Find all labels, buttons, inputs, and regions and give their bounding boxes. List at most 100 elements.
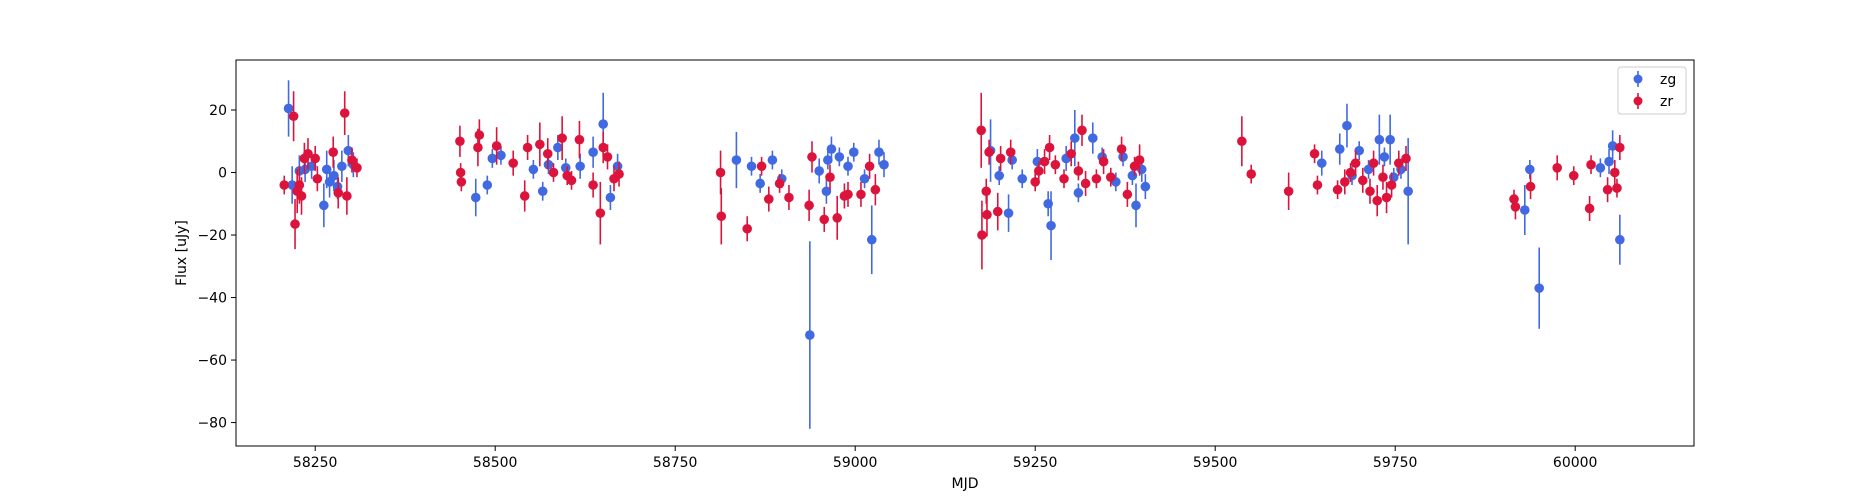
data-point-zg <box>1374 134 1385 145</box>
y-axis: −80 −60 −40 −20 0 20 <box>197 103 236 432</box>
data-point-zr <box>784 192 794 203</box>
data-point-zr <box>1034 166 1044 176</box>
y-tick-label: 0 <box>218 166 227 182</box>
data-point-zr <box>279 180 290 190</box>
data-point-zg <box>814 166 824 176</box>
data-point-zg <box>874 147 884 158</box>
data-point-zr <box>807 152 817 162</box>
data-point-zr <box>870 184 881 195</box>
data-point-zg <box>1131 200 1141 211</box>
data-point-zg <box>1088 133 1098 143</box>
data-point-zg <box>805 330 815 340</box>
data-point-zg <box>588 147 598 158</box>
data-point-zg <box>1607 141 1618 151</box>
data-point-zr <box>566 175 577 186</box>
data-point-zr <box>1077 125 1087 136</box>
data-point-zg <box>319 200 329 211</box>
data-point-zr <box>1509 194 1519 204</box>
data-point-zr <box>595 208 606 218</box>
x-tick-label: 59750 <box>1373 455 1418 471</box>
x-axis-label: MJD <box>952 476 979 492</box>
data-point-zr <box>756 161 767 172</box>
data-point-zr <box>602 152 613 162</box>
data-point-zg <box>537 186 548 197</box>
axes-frame <box>235 59 1695 447</box>
data-point-zg <box>1403 186 1413 197</box>
series-zr <box>279 91 1625 270</box>
data-point-zr <box>856 189 866 200</box>
x-tick-label: 58500 <box>473 455 518 471</box>
data-point-zg <box>823 155 833 165</box>
data-point-zr <box>1283 186 1294 197</box>
data-point-zr <box>1050 159 1061 170</box>
data-point-zr <box>1610 167 1620 178</box>
data-point-zg <box>746 161 757 172</box>
data-point-zr <box>982 209 992 220</box>
data-point-zr <box>290 219 300 229</box>
data-point-zr <box>825 172 835 183</box>
data-point-zr <box>1059 173 1069 184</box>
data-point-zg <box>821 186 832 197</box>
data-point-zg <box>605 192 616 203</box>
data-point-zr <box>294 180 305 190</box>
data-point-zr <box>1368 158 1379 168</box>
data-point-zg <box>1316 158 1327 168</box>
legend-marker-zr <box>1633 96 1643 106</box>
data-point-zr <box>1080 178 1091 189</box>
x-tick-label: 58750 <box>653 455 698 471</box>
data-point-zr <box>1039 156 1050 167</box>
data-point-zr <box>995 153 1006 164</box>
data-point-zg <box>528 164 539 175</box>
data-point-zr <box>548 167 559 178</box>
data-point-zr <box>1312 180 1323 190</box>
x-tick-label: 59000 <box>833 455 878 471</box>
data-point-zr <box>715 167 726 178</box>
data-point-zg <box>575 161 585 172</box>
y-axis-label: Flux [uJy] <box>174 220 190 286</box>
data-point-zg <box>553 142 563 153</box>
data-point-zr <box>1615 142 1625 153</box>
data-point-zr <box>764 194 774 204</box>
data-point-zg <box>834 152 845 162</box>
data-point-zg <box>1017 173 1028 184</box>
y-tick-label: −20 <box>197 228 227 244</box>
x-tick-label: 58250 <box>293 455 338 471</box>
y-tick-label: −40 <box>197 291 227 307</box>
data-point-zg <box>731 155 742 165</box>
data-point-zr <box>1237 136 1247 147</box>
data-point-zr <box>774 178 785 189</box>
data-point-zg <box>859 173 870 184</box>
data-point-zg <box>496 150 506 161</box>
data-point-zg <box>1046 220 1056 231</box>
data-point-zg <box>337 161 347 172</box>
data-point-zr <box>598 142 608 153</box>
data-point-zr <box>1568 170 1579 181</box>
data-point-zr <box>522 142 533 153</box>
data-point-zr <box>339 108 350 118</box>
data-point-zr <box>1350 158 1361 168</box>
data-point-zr <box>535 139 545 150</box>
data-point-zr <box>1602 184 1613 195</box>
data-point-zg <box>1534 283 1544 293</box>
data-point-zr <box>977 230 987 240</box>
data-point-zr <box>333 188 344 198</box>
x-tick-label: 60000 <box>1553 455 1598 471</box>
data-point-zr <box>716 211 727 222</box>
data-point-zg <box>843 161 853 172</box>
data-point-zr <box>1332 184 1343 195</box>
data-point-zg <box>879 159 889 170</box>
y-tick-label: −60 <box>197 353 227 369</box>
data-point-zr <box>1005 147 1016 158</box>
data-point-zr <box>1401 153 1411 164</box>
data-point-zr <box>455 136 465 147</box>
data-point-zg <box>1615 234 1625 245</box>
data-point-zr <box>1586 159 1596 170</box>
data-point-zr <box>1066 148 1076 159</box>
data-point-zg <box>598 119 608 129</box>
legend-label-zg: zg <box>1660 72 1676 88</box>
data-point-zr <box>508 158 518 168</box>
data-point-zg <box>1334 144 1345 154</box>
data-point-zr <box>474 130 485 140</box>
